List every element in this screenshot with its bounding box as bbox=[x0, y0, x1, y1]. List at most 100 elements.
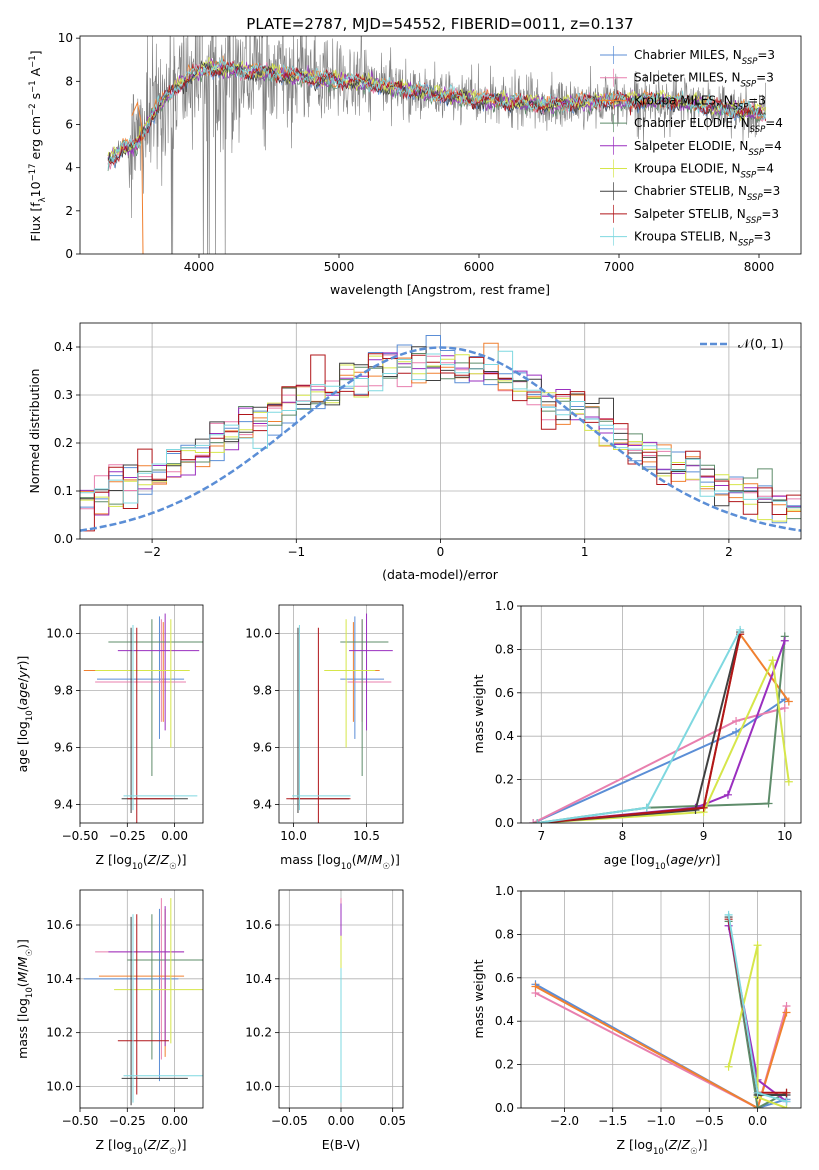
x-axis-label: age [log10(age/yr)] bbox=[604, 852, 721, 872]
figure-title: PLATE=2787, MJD=54552, FIBERID=0011, z=0… bbox=[246, 15, 633, 33]
x-tick-label: −1.0 bbox=[646, 1114, 675, 1128]
x-tick-label: 10.5 bbox=[353, 829, 380, 843]
series-kroupa-stelib bbox=[533, 625, 745, 823]
plot-area-weight_vs_Z bbox=[531, 910, 791, 1108]
legend-entry: Chabrier STELIB, NSSP=3 bbox=[634, 184, 780, 203]
label-part: age bbox=[15, 682, 30, 706]
y-tick-label: 10.0 bbox=[245, 626, 272, 640]
label-part: Z bbox=[147, 1137, 157, 1152]
x-tick-label: 0.00 bbox=[161, 829, 188, 843]
y-tick-label: 10.6 bbox=[245, 918, 272, 932]
x-tick-label: −1.5 bbox=[598, 1114, 627, 1128]
legend-nssp: , N bbox=[725, 48, 742, 62]
legend-sub: SSP bbox=[750, 125, 766, 135]
legend-nssp: , N bbox=[716, 93, 733, 107]
label-part: M bbox=[357, 852, 368, 867]
y-tick-label: 0.8 bbox=[495, 927, 514, 941]
weight-marker bbox=[531, 982, 540, 991]
weight-line bbox=[535, 992, 788, 1108]
x-tick-label: −0.5 bbox=[695, 1114, 724, 1128]
x-tick-label: 10.0 bbox=[280, 829, 307, 843]
x-axis-label: (data-model)/error bbox=[382, 567, 499, 582]
label-part: ☉ bbox=[382, 862, 390, 872]
x-tick-label: 0.00 bbox=[328, 1114, 355, 1128]
point-kroupa-stelib bbox=[292, 624, 351, 811]
legend-name: Kroupa MILES bbox=[634, 93, 716, 107]
x-tick-label: 6000 bbox=[464, 260, 495, 274]
label-part: erg cm bbox=[28, 116, 43, 164]
label-part: / bbox=[15, 677, 30, 682]
label-part: M bbox=[372, 852, 383, 867]
axes-frame-residuals bbox=[79, 322, 802, 540]
legend-nssp-value: =3 bbox=[763, 184, 781, 198]
point-kroupa-miles bbox=[327, 622, 380, 722]
legend-nssp: , N bbox=[732, 139, 749, 153]
weight-line bbox=[537, 656, 790, 823]
weight-marker bbox=[732, 727, 741, 736]
legend-nssp-value: =3 bbox=[754, 230, 772, 244]
weight-marker bbox=[724, 910, 733, 919]
x-tick-label: 0 bbox=[437, 545, 445, 559]
x-tick-label: −0.50 bbox=[62, 1114, 99, 1128]
x-axis-label: wavelength [Angstrom, rest frame] bbox=[330, 282, 550, 297]
series-kroupa-miles bbox=[533, 630, 793, 823]
legend-name: Chabrier ELODIE bbox=[634, 116, 733, 130]
gaussian-curve bbox=[80, 346, 801, 532]
legend-entry: Kroupa MILES, NSSP=3 bbox=[634, 93, 766, 112]
point-salpeter-elodie bbox=[108, 906, 185, 1047]
y-axis-label: mass weight bbox=[471, 674, 486, 753]
label-part: ] bbox=[28, 50, 43, 55]
y-tick-label: 9.6 bbox=[253, 740, 272, 754]
label-part: ( bbox=[664, 1137, 669, 1152]
axes-spectrum: 4000 5000 6000 7000 8000 0 2 4 6 8 10 wavelength [A… bbox=[28, 31, 802, 297]
x-tick-label: 2 bbox=[725, 545, 733, 559]
weight-marker bbox=[780, 703, 789, 712]
model-edge-kroupa-miles bbox=[131, 101, 144, 254]
label-part: ( bbox=[143, 852, 148, 867]
label-part: Z bbox=[160, 1137, 170, 1152]
label-part: / bbox=[156, 852, 161, 867]
point-kroupa-elodie bbox=[114, 898, 203, 1044]
legend-nssp-value: =4 bbox=[756, 162, 774, 176]
label-part: λ bbox=[38, 197, 48, 202]
weight-marker bbox=[782, 1088, 791, 1097]
x-axis-label: Z [log10(Z/Z☉)] bbox=[96, 852, 187, 872]
label-part: / bbox=[156, 1137, 161, 1152]
label-part: Z [log bbox=[96, 852, 132, 867]
weight-marker bbox=[533, 819, 542, 823]
legend-nssp-value: =4 bbox=[765, 116, 783, 130]
y-tick-label: 2 bbox=[65, 204, 73, 218]
axes-frame-mass_vs_Z bbox=[79, 889, 204, 1109]
legend-nssp-value: =3 bbox=[757, 48, 775, 62]
y-tick-label: 0.6 bbox=[495, 971, 514, 985]
label-part: )] bbox=[15, 656, 30, 666]
x-tick-label: 0.0 bbox=[748, 1114, 767, 1128]
y-tick-label: 0.4 bbox=[54, 340, 73, 354]
grid-age_vs_Z bbox=[79, 605, 203, 823]
y-tick-label: 0.0 bbox=[54, 532, 73, 546]
label-part: )] bbox=[698, 1137, 708, 1152]
x-axis-label: Z [log10(Z/Z☉)] bbox=[96, 1137, 187, 1157]
y-axis-label: age [log10(age/yr)] bbox=[15, 656, 35, 773]
y-tick-label: 10.0 bbox=[46, 1079, 73, 1093]
weight-line bbox=[537, 631, 742, 823]
axes-frame-mass_vs_ebv bbox=[278, 889, 404, 1109]
plot-area-age_vs_Z bbox=[83, 613, 203, 823]
legend-sub: SSP bbox=[741, 80, 757, 90]
x-tick-label: 0.05 bbox=[379, 1114, 406, 1128]
y-tick-label: 0.4 bbox=[495, 729, 514, 743]
weight-line bbox=[537, 633, 742, 823]
y-tick-label: 10.6 bbox=[46, 918, 73, 932]
legend-gaussian-label: 𝒩(0, 1) bbox=[738, 336, 784, 351]
legend-entry: Salpeter MILES, NSSP=3 bbox=[634, 71, 774, 90]
model-spectrum-salpeter-elodie bbox=[107, 57, 767, 160]
label-part: Z bbox=[147, 852, 157, 867]
legend-sub: SSP bbox=[742, 57, 758, 67]
x-tick-label: 7000 bbox=[604, 260, 635, 274]
label-part: 10 bbox=[28, 181, 43, 197]
x-axis-label: Z [log10(Z/Z☉)] bbox=[617, 1137, 708, 1157]
y-tick-label: 0.4 bbox=[495, 1014, 514, 1028]
histogram-chabrier-miles bbox=[80, 335, 801, 524]
point-chabrier-stelib bbox=[121, 627, 188, 814]
legend-nssp: , N bbox=[730, 184, 747, 198]
